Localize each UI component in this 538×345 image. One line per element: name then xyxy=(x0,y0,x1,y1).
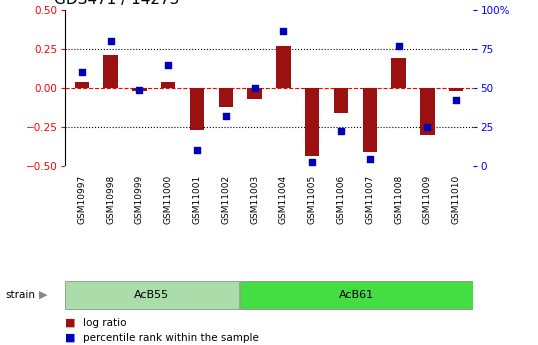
Bar xyxy=(363,88,377,152)
Text: GSM10997: GSM10997 xyxy=(77,175,86,224)
Text: GSM11007: GSM11007 xyxy=(365,175,374,224)
Text: GSM11004: GSM11004 xyxy=(279,175,288,224)
Bar xyxy=(420,88,435,135)
Text: GSM11003: GSM11003 xyxy=(250,175,259,224)
Bar xyxy=(190,88,204,130)
Text: GSM11005: GSM11005 xyxy=(308,175,317,224)
Bar xyxy=(247,88,262,99)
Text: GSM11000: GSM11000 xyxy=(164,175,173,224)
Text: GSM11001: GSM11001 xyxy=(193,175,202,224)
Point xyxy=(394,43,403,49)
Bar xyxy=(75,82,89,88)
Bar xyxy=(65,281,239,309)
Point xyxy=(107,39,115,44)
Text: GSM10998: GSM10998 xyxy=(106,175,115,224)
Point xyxy=(337,129,345,134)
Text: strain: strain xyxy=(5,290,36,300)
Bar xyxy=(449,88,463,91)
Bar xyxy=(276,46,291,88)
Bar xyxy=(132,88,147,91)
Point xyxy=(308,160,316,165)
Point xyxy=(452,98,461,103)
Text: AcB61: AcB61 xyxy=(339,290,374,300)
Text: ■: ■ xyxy=(65,318,75,327)
Text: GSM10999: GSM10999 xyxy=(135,175,144,224)
Bar xyxy=(218,88,233,107)
Text: GSM11009: GSM11009 xyxy=(423,175,432,224)
Bar xyxy=(391,59,406,88)
Text: GDS471 / 14273: GDS471 / 14273 xyxy=(54,0,179,7)
Point xyxy=(222,113,230,119)
Text: ■: ■ xyxy=(65,333,75,343)
Text: ▶: ▶ xyxy=(39,290,47,300)
Point xyxy=(164,62,173,68)
Text: GSM11006: GSM11006 xyxy=(336,175,345,224)
Text: log ratio: log ratio xyxy=(83,318,127,327)
Bar xyxy=(240,281,473,309)
Bar xyxy=(103,56,118,88)
Point xyxy=(135,87,144,92)
Text: AcB55: AcB55 xyxy=(134,290,169,300)
Bar xyxy=(334,88,348,113)
Point xyxy=(250,85,259,91)
Point xyxy=(77,70,86,75)
Point xyxy=(279,28,288,33)
Point xyxy=(423,124,431,130)
Text: percentile rank within the sample: percentile rank within the sample xyxy=(83,333,259,343)
Text: GSM11002: GSM11002 xyxy=(221,175,230,224)
Bar xyxy=(161,82,175,88)
Point xyxy=(193,147,201,153)
Text: GSM11010: GSM11010 xyxy=(452,175,461,224)
Point xyxy=(365,157,374,162)
Text: GSM11008: GSM11008 xyxy=(394,175,403,224)
Bar xyxy=(305,88,320,156)
